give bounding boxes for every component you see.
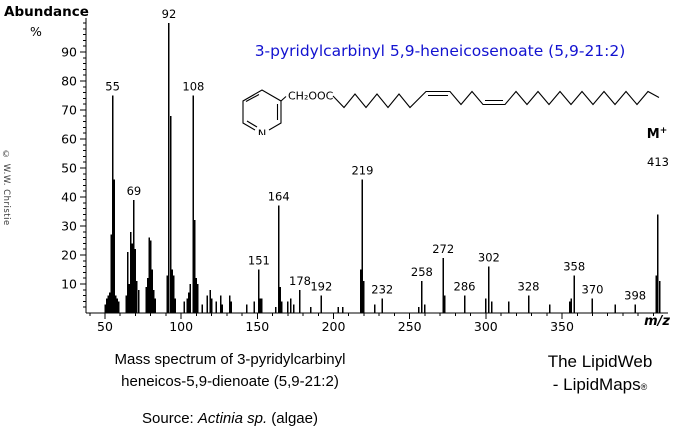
peak-label-219: 219 xyxy=(351,164,373,178)
x-tick-label-200: 200 xyxy=(322,319,346,334)
ester-group-label: CH₂OOC xyxy=(288,90,334,103)
ring-to-ester-bond xyxy=(280,96,287,102)
peak-label-302: 302 xyxy=(478,251,500,265)
peak-label-178: 178 xyxy=(289,274,311,288)
branding-line-2-text: - LipidMaps xyxy=(552,375,641,394)
peak-label-108: 108 xyxy=(182,80,204,94)
y-tick-label-80: 80 xyxy=(61,74,77,89)
pyridine-double-bond-3 xyxy=(246,120,258,128)
y-tick-label-30: 30 xyxy=(61,219,77,234)
source-species: Actinia sp. xyxy=(197,410,268,427)
y-tick-label-20: 20 xyxy=(61,248,77,263)
peak-label-69: 69 xyxy=(127,184,142,198)
caption-line-2: heneicos-5,9-dienoate (5,9-21:2) xyxy=(121,373,339,390)
pyridine-n-label: N xyxy=(258,127,267,135)
y-tick-label-50: 50 xyxy=(61,161,77,176)
peak-label-164: 164 xyxy=(268,190,290,204)
y-tick-label-10: 10 xyxy=(61,277,77,292)
peak-label-192: 192 xyxy=(310,280,332,294)
source-prefix: Source: xyxy=(142,410,198,427)
y-tick-label-70: 70 xyxy=(61,103,77,118)
y-tick-label-90: 90 xyxy=(61,45,77,60)
peak-label-92: 92 xyxy=(162,7,177,21)
branding-line-1: The LipidWeb xyxy=(547,352,653,371)
peak-label-286: 286 xyxy=(454,280,476,294)
y-axis-unit: % xyxy=(30,24,42,39)
x-tick-label-300: 300 xyxy=(474,319,498,334)
peak-label-55: 55 xyxy=(105,80,120,94)
y-tick-label-60: 60 xyxy=(61,132,77,147)
peak-label-398: 398 xyxy=(624,288,646,302)
pyridine-ring xyxy=(242,89,282,131)
y-tick-label-40: 40 xyxy=(61,190,77,205)
fatty-acyl-chain xyxy=(332,90,660,109)
site-branding: The LipidWeb - LipidMaps® xyxy=(510,350,680,399)
y-axis-title: Abundance xyxy=(4,4,89,20)
registered-mark: ® xyxy=(640,382,648,392)
x-tick-label-250: 250 xyxy=(398,319,422,334)
x-axis-label: m/z xyxy=(644,314,670,329)
peak-label-358: 358 xyxy=(563,259,585,273)
branding-line-2: - LipidMaps® xyxy=(510,373,680,399)
caption-line-1: Mass spectrum of 3-pyridylcarbinyl xyxy=(114,351,346,368)
source-suffix: (algae) xyxy=(267,410,318,427)
peak-label-151: 151 xyxy=(248,254,270,268)
peak-label-328: 328 xyxy=(518,280,540,294)
x-tick-label-50: 50 xyxy=(97,319,113,334)
caption-source: Source: Actinia sp. (algae) xyxy=(40,408,420,430)
compound-title: 3-pyridylcarbinyl 5,9-heneicosenoate (5,… xyxy=(254,42,626,60)
mass-spectrum-plot: 10 20 30 40 50 60 70 80 90 50 100 150 200 250 300 350 55… xyxy=(61,7,669,334)
pyridine-double-bond-1 xyxy=(245,94,260,102)
x-tick-label-150: 150 xyxy=(245,319,269,334)
figure-caption: Mass spectrum of 3-pyridylcarbinyl henei… xyxy=(40,349,420,430)
peak-label-272: 272 xyxy=(432,242,454,256)
copyright-vertical-text: © W.W. Christie xyxy=(1,150,11,226)
x-tick-label-100: 100 xyxy=(169,319,193,334)
peak-label-232: 232 xyxy=(371,283,393,297)
molecule-structure: N CH₂OOC xyxy=(242,89,660,135)
peak-label-258: 258 xyxy=(411,265,433,279)
peak-label-413: 413 xyxy=(647,155,669,169)
peak-label-370: 370 xyxy=(582,283,604,297)
molecular-ion-label: M+ xyxy=(647,126,667,142)
x-tick-label-350: 350 xyxy=(550,319,574,334)
